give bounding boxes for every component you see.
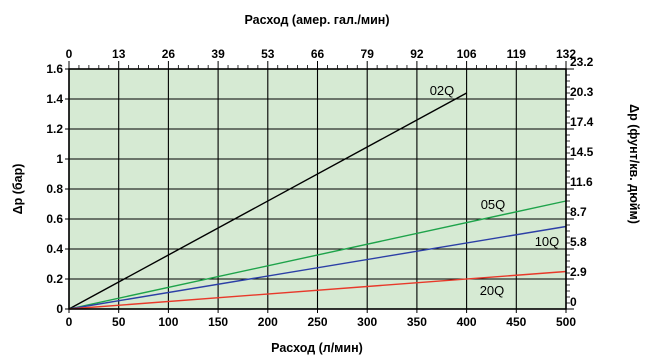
y-tick-label: 0 [56,302,63,316]
x-tick-label: 0 [66,315,73,329]
series-label-05q: 05Q [481,197,506,212]
right-tick-label: 0 [570,295,577,309]
x-tick-label: 400 [457,315,477,329]
right-axis-title: Δp (фунт/кв. дюйм) [627,104,641,224]
y-tick-label: 0.6 [46,212,63,226]
series-line-20q [68,270,567,310]
plot-frame [68,68,567,310]
series-line-05q [68,200,567,310]
x-tick-label: 350 [407,315,427,329]
top-tick-label: 66 [311,47,325,61]
series-label-20q: 20Q [480,283,505,298]
y-tick-label: 0.2 [46,272,63,286]
y-tick-label: 1.6 [46,62,63,76]
top-tick-label: 132 [556,47,576,61]
right-tick-label: 11.6 [570,175,593,189]
top-tick-label: 13 [112,47,126,61]
top-tick-label: 79 [361,47,375,61]
x-tick-label: 300 [357,315,377,329]
series-line-02q [68,92,467,310]
x-tick-label: 50 [112,315,126,329]
series-line-10q [68,225,567,310]
top-tick-label: 39 [211,47,225,61]
x-tick-label: 250 [307,315,327,329]
x-tick-label: 100 [158,315,178,329]
left-axis-title: Δp (бар) [11,164,25,215]
x-tick-label: 500 [556,315,576,329]
x-tick-label: 200 [258,315,278,329]
x-tick-label: 150 [208,315,228,329]
top-tick-label: 119 [507,47,527,61]
y-tick-label: 1.4 [46,92,63,106]
series-label-10q: 10Q [535,234,560,249]
x-tick-label: 450 [506,315,526,329]
y-tick-label: 1.2 [46,122,63,136]
series-lines [68,92,567,310]
top-axis-title: Расход (амер. гал./мин) [244,13,389,27]
right-tick-label: 8.7 [570,205,587,219]
y-tick-label: 0.8 [46,182,63,196]
right-tick-label: 23.2 [570,55,594,69]
top-tick-label: 92 [410,47,424,61]
right-tick-label: 17.4 [570,115,594,129]
right-tick-label: 2.9 [570,265,587,279]
top-tick-label: 53 [261,47,275,61]
y-tick-label: 1 [56,152,63,166]
x-axis-title: Расход (л/мин) [271,341,363,355]
y-tick-label: 0.4 [46,242,63,256]
top-tick-label: 106 [457,47,477,61]
series-label-02q: 02Q [430,83,455,98]
right-tick-label: 20.3 [570,85,594,99]
right-tick-label: 5.8 [570,235,587,249]
top-tick-label: 0 [66,47,73,61]
right-tick-label: 14.5 [570,145,594,159]
top-tick-label: 26 [162,47,176,61]
